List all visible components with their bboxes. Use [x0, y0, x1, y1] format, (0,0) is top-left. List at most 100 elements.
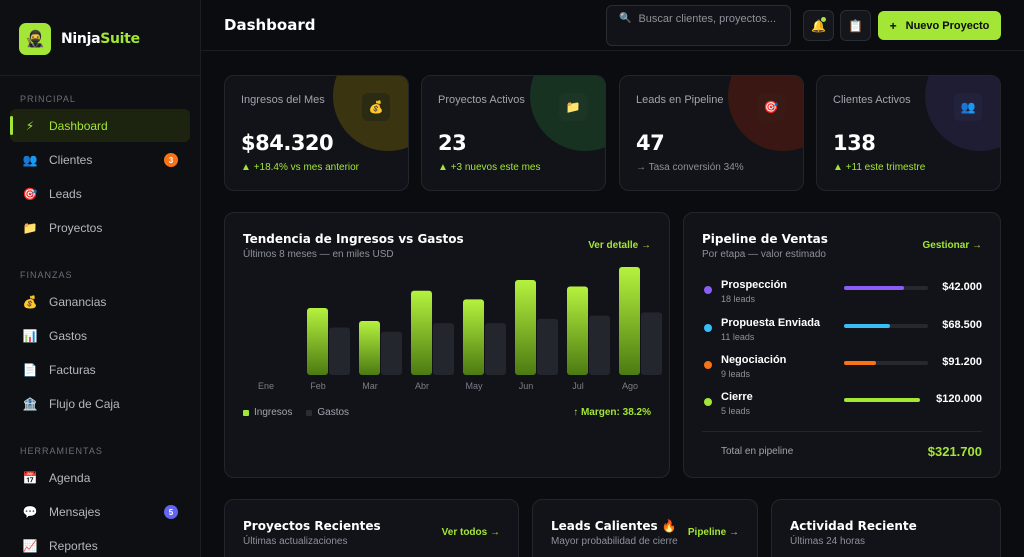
nav-section-principal: PRINCIPAL [20, 94, 76, 104]
recent-activity-card: Actividad Reciente Últimas 24 horas [771, 499, 1001, 557]
bar-gastos-feb [329, 327, 350, 375]
users-icon: 👥 [954, 93, 982, 121]
sidebar-item-label: Leads [49, 186, 82, 201]
pipeline-stage-propuesta[interactable]: Propuesta Enviada 11 leads $68.500 [702, 317, 982, 347]
stage-progress-track [844, 286, 928, 290]
card-title: Actividad Reciente [790, 519, 917, 533]
sidebar-item-label: Flujo de Caja [49, 396, 120, 411]
sidebar-item-label: Gastos [49, 328, 88, 343]
pipeline-stage-negociacion[interactable]: Negociación 9 leads $91.200 [702, 354, 982, 384]
nav-section-finanzas: FINANZAS [20, 270, 73, 280]
sidebar-item-gastos[interactable]: 📊 Gastos [10, 319, 190, 352]
kpi-label: Leads en Pipeline [636, 94, 724, 106]
kpi-delta: → Tasa conversión 34% [636, 162, 744, 173]
x-tick-label: Feb [310, 381, 326, 391]
kpi-value: 138 [833, 131, 876, 155]
badge-count: 3 [164, 153, 178, 167]
card-title: Pipeline de Ventas [702, 232, 828, 246]
sidebar-item-dashboard[interactable]: ⚡ Dashboard [10, 109, 190, 142]
sidebar-item-label: Proyectos [49, 220, 103, 235]
x-tick-label: May [465, 381, 483, 391]
bar-gastos-abr [433, 323, 454, 375]
sidebar-item-clientes[interactable]: 👥 Clientes 3 [10, 143, 190, 176]
bar-gastos-mar [381, 331, 402, 375]
pipeline-link[interactable]: Pipeline → [687, 527, 739, 538]
x-tick-label: Jun [519, 381, 534, 391]
stage-progress-track [844, 324, 928, 328]
divider [702, 431, 982, 432]
sidebar-item-proyectos[interactable]: 📁 Proyectos [10, 211, 190, 244]
chart-legend: Ingresos Gastos [243, 407, 349, 418]
target-icon: 🎯 [757, 93, 785, 121]
kpi-label: Clientes Activos [833, 94, 911, 106]
legend-swatch-gastos [306, 409, 313, 416]
stage-dot [704, 361, 712, 369]
sidebar-item-flujo-de-caja[interactable]: 🏦 Flujo de Caja [10, 387, 190, 420]
sidebar-item-mensajes[interactable]: 💬 Mensajes 5 [10, 495, 190, 528]
view-all-projects-link[interactable]: Ver todos → [441, 527, 500, 538]
kpi-value: 23 [438, 131, 467, 155]
nav-section-herramientas: HERRAMIENTAS [20, 446, 103, 456]
search-input[interactable]: 🔍 Buscar clientes, proyectos... [606, 5, 791, 46]
sidebar-item-reportes[interactable]: 📈 Reportes [10, 529, 190, 557]
kpi-label: Ingresos del Mes [241, 94, 325, 106]
hot-leads-card: Leads Calientes 🔥 Mayor probabilidad de … [532, 499, 758, 557]
sidebar-item-leads[interactable]: 🎯 Leads [10, 177, 190, 210]
sidebar-item-ganancias[interactable]: 💰 Ganancias [10, 285, 190, 318]
folder-icon: 📁 [559, 93, 587, 121]
x-tick-label: Abr [415, 381, 429, 391]
line-chart-icon: 📈 [22, 538, 38, 553]
recent-projects-card: Proyectos Recientes Últimas actualizacio… [224, 499, 519, 557]
new-project-button[interactable]: + Nuevo Proyecto [878, 11, 1001, 40]
stage-value: $68.500 [942, 319, 982, 331]
pipeline-stage-cierre[interactable]: Cierre 5 leads $120.000 [702, 391, 982, 421]
folder-icon: 📁 [22, 220, 38, 235]
sidebar-item-label: Reportes [49, 538, 98, 553]
kpi-card-clientes[interactable]: Clientes Activos 👥 138 ▲ +11 este trimes… [816, 75, 1001, 191]
card-title: Proyectos Recientes [243, 519, 381, 533]
stage-progress-fill [844, 286, 905, 290]
bar-ingresos-mar [359, 321, 380, 375]
bar-gastos-may [485, 323, 506, 375]
x-tick-label: Jul [572, 381, 584, 391]
bell-icon: 🔔 [811, 18, 826, 33]
kpi-delta: ▲ +18.4% vs mes anterior [241, 162, 360, 173]
sidebar-item-agenda[interactable]: 📅 Agenda [10, 461, 190, 494]
view-detail-link[interactable]: Ver detalle → [588, 240, 651, 251]
stage-count: 18 leads [721, 294, 756, 304]
stage-name: Cierre [721, 391, 753, 403]
manage-pipeline-link[interactable]: Gestionar → [922, 240, 982, 251]
stage-name: Prospección [721, 279, 788, 291]
bar-chart-icon: 📊 [22, 328, 38, 343]
kpi-card-proyectos[interactable]: Proyectos Activos 📁 23 ▲ +3 nuevos este … [421, 75, 606, 191]
stage-dot [704, 324, 712, 332]
pipeline-stage-prospeccion[interactable]: Prospección 18 leads $42.000 [702, 279, 982, 309]
kpi-card-ingresos[interactable]: Ingresos del Mes 💰 $84.320 ▲ +18.4% vs m… [224, 75, 409, 191]
brand-name: NinjaSuite [61, 31, 140, 47]
ninja-icon: 🥷 [19, 23, 51, 55]
stage-dot [704, 398, 712, 406]
card-title: Leads Calientes 🔥 [551, 519, 677, 533]
kpi-label: Proyectos Activos [438, 94, 525, 106]
brand-logo[interactable]: 🥷 NinjaSuite [19, 23, 140, 55]
sales-pipeline-card: Pipeline de Ventas Por etapa — valor est… [683, 212, 1001, 478]
x-tick-label: Ene [258, 381, 274, 391]
sidebar-item-facturas[interactable]: 📄 Facturas [10, 353, 190, 386]
card-subtitle: Últimos 8 meses — en miles USD [243, 249, 394, 260]
x-tick-label: Mar [362, 381, 378, 391]
bar-ingresos-may [463, 299, 484, 375]
kpi-delta: ▲ +11 este trimestre [833, 162, 926, 173]
stage-value: $91.200 [942, 356, 982, 368]
calendar-icon: 📅 [22, 470, 38, 485]
notifications-button[interactable]: 🔔 [803, 10, 834, 41]
stage-progress-fill [844, 361, 876, 365]
kpi-card-leads[interactable]: Leads en Pipeline 🎯 47 → Tasa conversión… [619, 75, 804, 191]
clipboard-button[interactable]: 📋 [840, 10, 871, 41]
stage-dot [704, 286, 712, 294]
sidebar-item-label: Ganancias [49, 294, 107, 309]
sidebar: 🥷 NinjaSuite PRINCIPAL ⚡ Dashboard 👥 Cli… [0, 0, 201, 557]
stage-value: $42.000 [942, 281, 982, 293]
bar-ingresos-jun [515, 279, 536, 375]
chat-icon: 💬 [22, 504, 38, 519]
target-icon: 🎯 [22, 186, 38, 201]
